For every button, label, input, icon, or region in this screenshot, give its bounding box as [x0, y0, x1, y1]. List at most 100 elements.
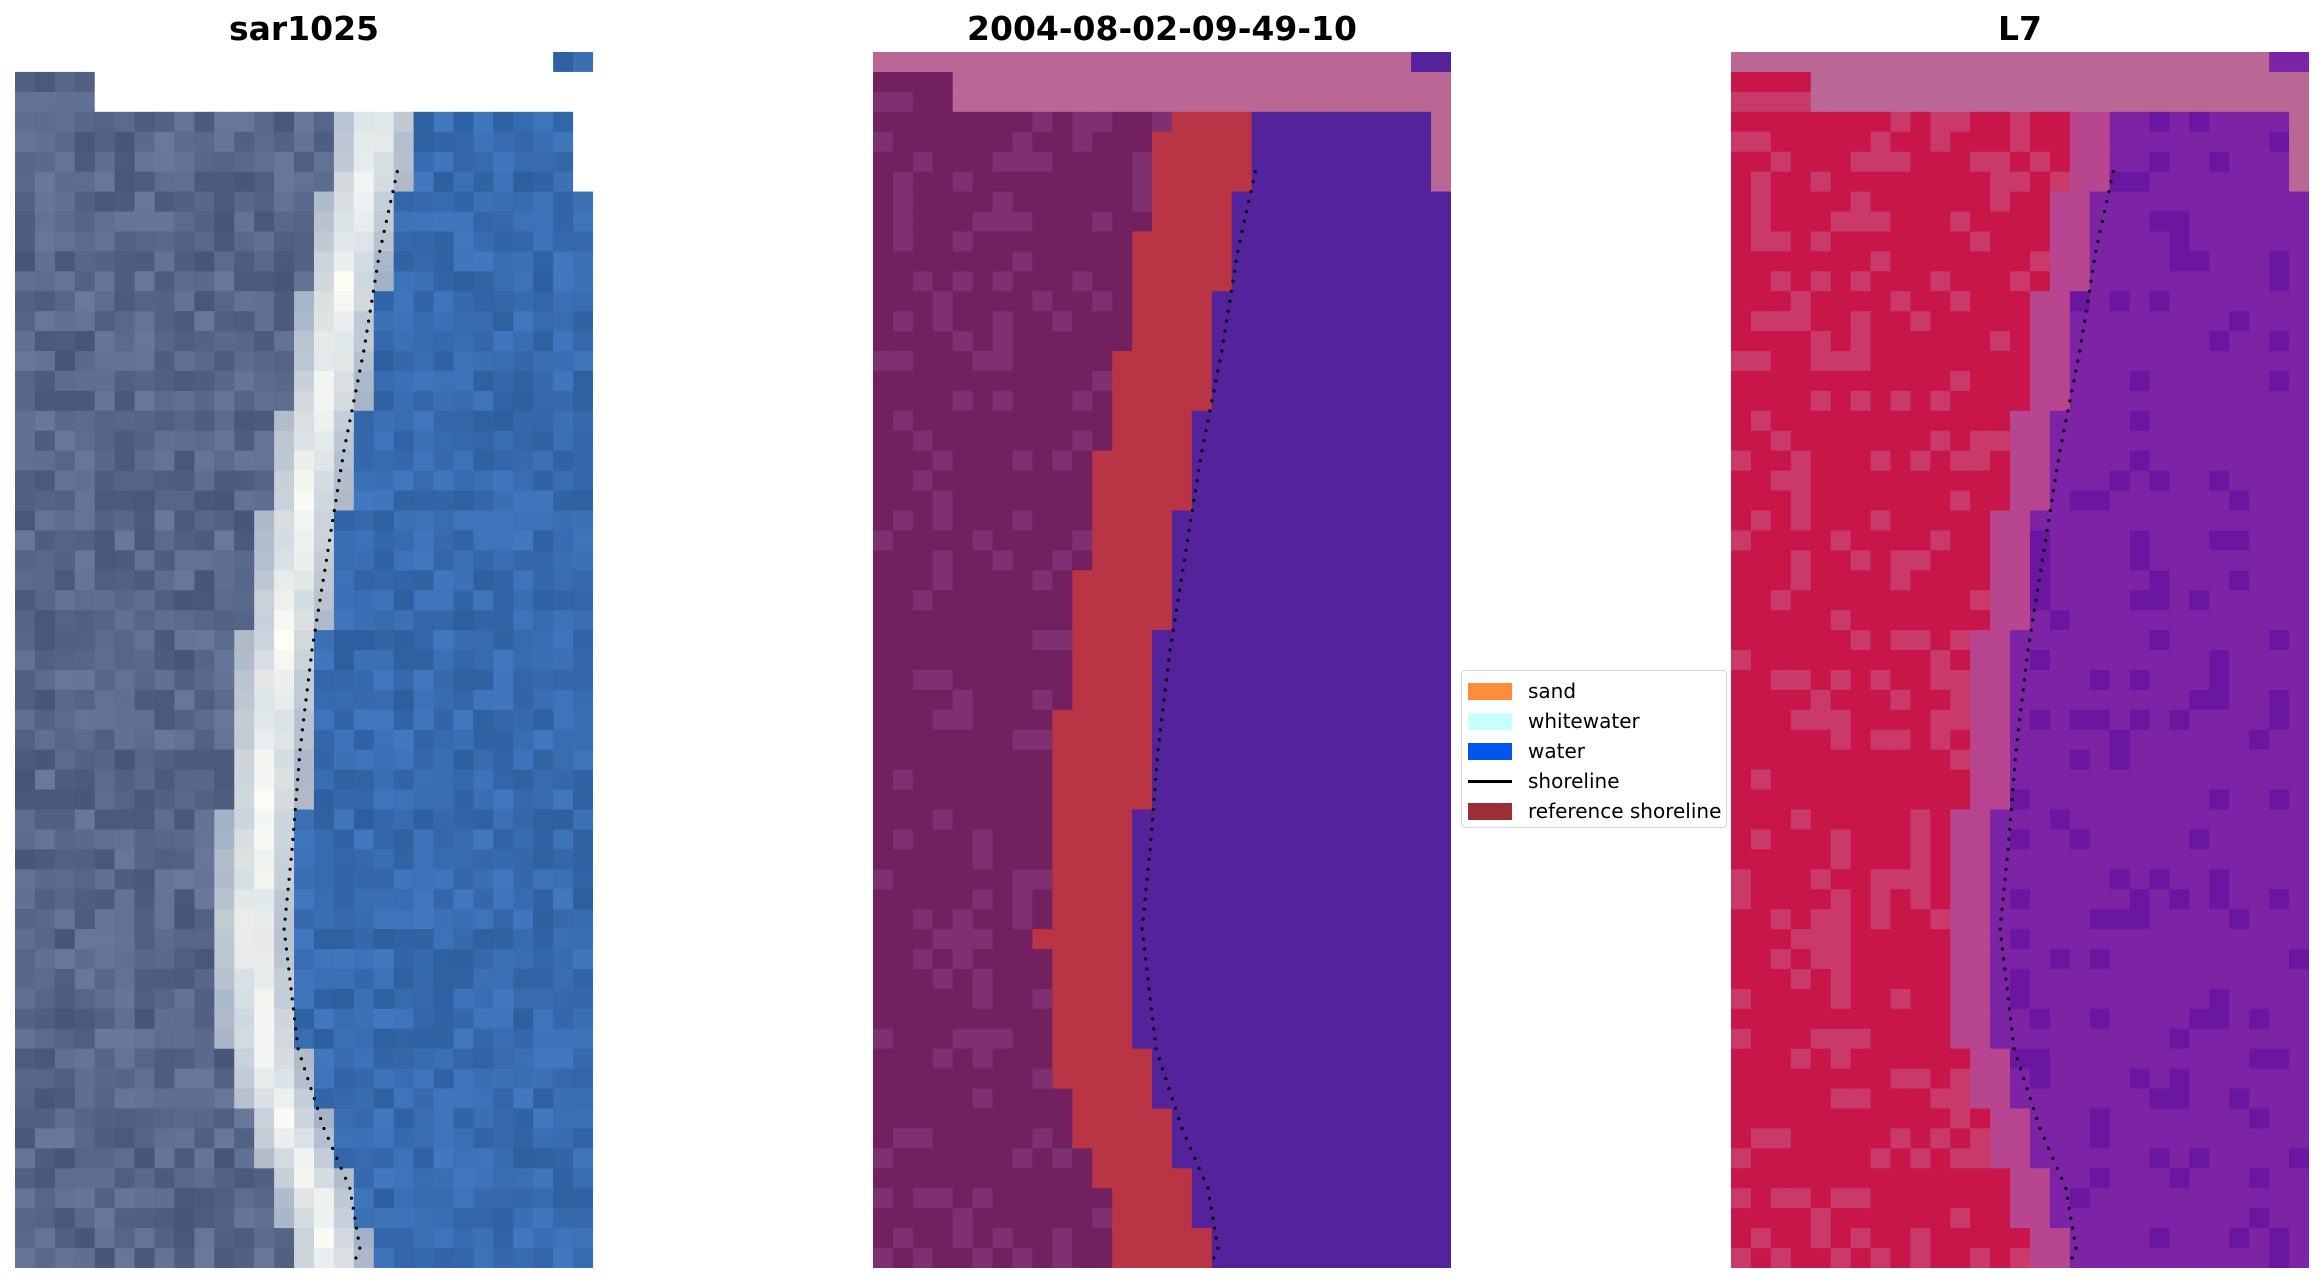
shoreline-point [1156, 748, 1160, 752]
shoreline-point [373, 279, 377, 283]
shoreline-point [289, 857, 293, 861]
shoreline-point [296, 768, 301, 772]
shoreline-point [1187, 528, 1191, 532]
shoreline-point [2013, 758, 2017, 762]
shoreline-point [1150, 827, 1154, 832]
shoreline-point [290, 997, 294, 1001]
shoreline-point [1251, 180, 1255, 184]
shoreline-point [295, 1037, 299, 1041]
shoreline-point [2016, 728, 2020, 732]
shoreline-point [1238, 239, 1242, 243]
shoreline-point [2069, 1216, 2073, 1220]
legend-item-water: water [1468, 738, 1585, 764]
shoreline-point [1157, 738, 1161, 742]
shoreline-point [1189, 1146, 1193, 1150]
shoreline-point [2072, 379, 2076, 383]
shoreline-point [2012, 768, 2017, 772]
shoreline-point [284, 907, 288, 911]
shoreline-point [1198, 459, 1202, 463]
shoreline-point [1206, 419, 1210, 423]
shoreline-point [1999, 917, 2003, 921]
shoreline-point [1221, 339, 1225, 343]
shoreline-point [1140, 927, 1144, 931]
shoreline-point [1998, 927, 2002, 931]
shoreline-point [1171, 628, 1175, 632]
shoreline-point [2048, 508, 2052, 513]
shoreline-point [295, 788, 299, 792]
shoreline-point [2047, 1146, 2051, 1150]
shoreline-point [1141, 937, 1145, 941]
shoreline-point [1197, 1166, 1201, 1170]
shoreline-point [1173, 1106, 1178, 1111]
shoreline-point [2084, 309, 2088, 313]
shoreline-point [2039, 568, 2043, 572]
shoreline-point [1178, 588, 1182, 592]
sand-swatch [1468, 682, 1512, 700]
shoreline-point [2074, 1246, 2078, 1250]
shoreline-point [287, 967, 291, 971]
shoreline-point [2011, 788, 2015, 792]
classified-image-panel [873, 52, 1451, 1268]
shoreline-point [1999, 937, 2003, 941]
panel-title-sar1025: sar1025 [228, 9, 380, 48]
shoreline-point [302, 718, 306, 722]
legend-label: reference shoreline [1528, 799, 1722, 823]
shoreline-point [2029, 628, 2033, 632]
shoreline-point [1167, 1087, 1171, 1091]
shoreline-point [1154, 768, 1159, 772]
shoreline-point [362, 349, 366, 353]
shoreline-point [286, 887, 290, 891]
shoreline-point [1210, 399, 1214, 403]
shoreline-point [1193, 489, 1198, 493]
shoreline-point [309, 1087, 313, 1091]
shoreline-point [1193, 1156, 1197, 1160]
shoreline-point [1212, 1226, 1217, 1230]
shoreline-point [2022, 1077, 2026, 1081]
shoreline-point [286, 957, 290, 961]
shoreline-point [358, 1246, 362, 1250]
shoreline-point [1216, 369, 1220, 373]
shoreline-point [349, 1196, 354, 1200]
shoreline-point [2050, 498, 2054, 503]
shoreline-point [299, 1057, 303, 1061]
shoreline-point [342, 449, 346, 453]
reference-shoreline-swatch [1468, 802, 1512, 820]
shoreline-point [2028, 638, 2032, 642]
shoreline-point [1148, 847, 1152, 852]
shoreline-point [1225, 319, 1229, 323]
shoreline-point [1160, 1067, 1165, 1071]
legend: sand whitewater water shoreline referenc… [1461, 670, 1727, 828]
shoreline-point [306, 678, 310, 682]
shoreline-point [1141, 917, 1145, 921]
shoreline-point [2009, 1017, 2013, 1021]
shoreline-point [1229, 289, 1233, 293]
shoreline-point [329, 528, 333, 532]
shoreline-point [283, 917, 287, 921]
shoreline-point [283, 937, 287, 941]
shoreline-point [378, 249, 382, 253]
shoreline-point [2002, 957, 2006, 961]
shoreline-point [391, 189, 395, 194]
shoreline-point [1164, 678, 1168, 682]
legend-item-whitewater: whitewater [1468, 708, 1640, 734]
shoreline-point [1212, 1256, 1216, 1260]
shoreline-point [2031, 1106, 2036, 1111]
shoreline-point [292, 817, 297, 822]
shoreline-point [2055, 1166, 2059, 1170]
shoreline-point [2051, 1156, 2055, 1160]
shoreline-point [2096, 239, 2100, 243]
shoreline-point [1218, 359, 1222, 363]
shoreline-point [365, 329, 369, 333]
shoreline-point [1195, 479, 1199, 483]
shoreline-point [292, 827, 296, 832]
shoreline-point [371, 289, 375, 293]
shoreline-point [2053, 479, 2057, 483]
shoreline-point [306, 1077, 310, 1081]
shoreline-point [1174, 608, 1178, 612]
shoreline-point [335, 489, 340, 493]
shoreline-point [2042, 1136, 2046, 1140]
shoreline-point [2021, 688, 2025, 692]
shoreline-point [2011, 1037, 2015, 1041]
shoreline-point [348, 1186, 352, 1190]
shoreline-point [1220, 349, 1224, 353]
